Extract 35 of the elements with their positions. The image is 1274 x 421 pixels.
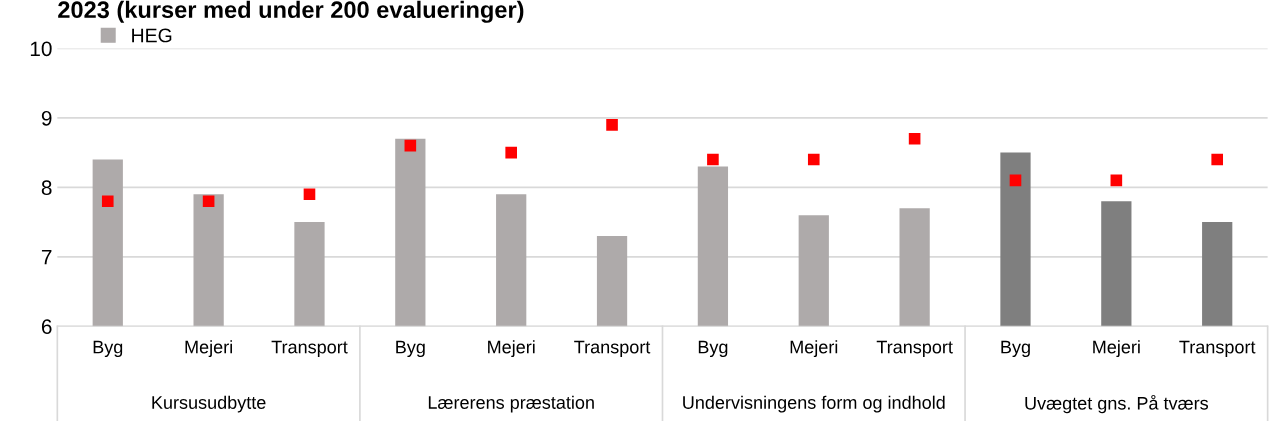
y-tick-label: 9 [41, 110, 52, 126]
point [1211, 153, 1224, 166]
point [606, 119, 618, 131]
x-tick-label: Byg [698, 340, 728, 357]
x-tick-label: Byg [1001, 340, 1030, 357]
x-tick-label: Mejeri [488, 340, 535, 357]
x-tick-label: Mejeri [1093, 340, 1140, 357]
x-tick-label: Byg [93, 340, 123, 357]
x-tick-label: Transport [876, 340, 953, 357]
y-tick-label: 6 [41, 319, 52, 335]
point [807, 153, 820, 166]
x-tick-label: Transport [271, 340, 348, 357]
point [303, 188, 316, 201]
chart-title: 2023 (kurser med under 200 evalueringer) [58, 0, 524, 23]
point [505, 146, 517, 159]
point [404, 139, 417, 152]
y-tick-label: 8 [41, 180, 52, 196]
x-tick-label: Byg [396, 340, 425, 357]
point [1110, 174, 1123, 187]
text: Lærerens præstation [428, 395, 594, 413]
point [202, 195, 215, 208]
x-tick-label: Mejeri [790, 340, 838, 357]
x-tick-label: Transport [574, 340, 651, 357]
point [908, 132, 921, 145]
point [101, 195, 114, 208]
legend-label: HEG [132, 28, 172, 43]
text: Kursusudbytte [152, 395, 266, 413]
y-tick-label: 7 [41, 250, 52, 265]
point [1009, 174, 1022, 187]
x-tick-label: Mejeri [185, 340, 232, 357]
y-tick-label: 10 [30, 41, 52, 57]
point [707, 153, 719, 166]
x-tick-label: Transport [1179, 340, 1256, 357]
text: Uvægtet gns. På tværs [1025, 394, 1209, 414]
text: Undervisningens form og indhold [683, 395, 945, 413]
